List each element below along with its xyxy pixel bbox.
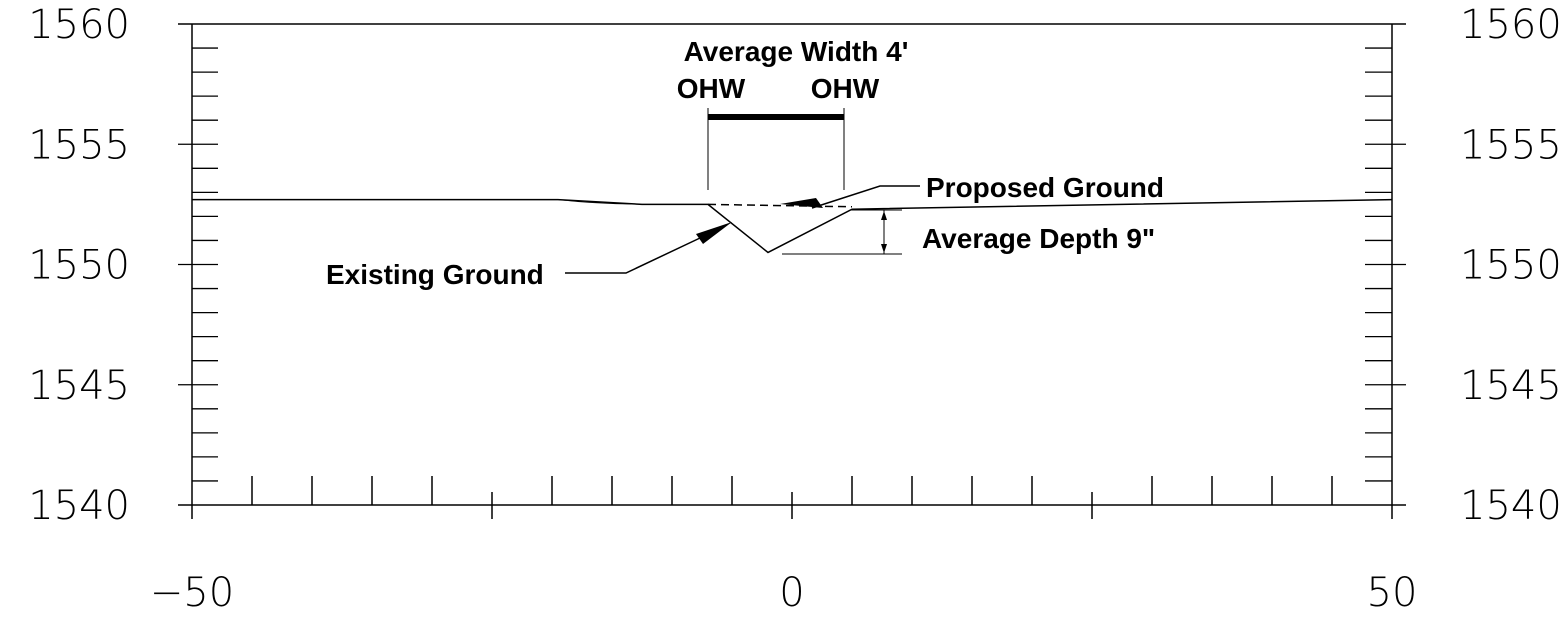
y-tick-label-right: 1545 — [1460, 363, 1562, 409]
depth-arrow-bottom — [881, 244, 887, 253]
existing-leader-arrow — [696, 222, 732, 244]
annotations: Average Width 4' OHW OHW Proposed Ground… — [326, 36, 1164, 290]
tick-labels: 1560 1555 1550 1545 1540 1560 1555 1550 1545 1540… — [28, 2, 1562, 616]
depth-dimension — [782, 209, 902, 255]
x-tick-label: 50 — [1367, 570, 1418, 616]
width-dimension — [707, 108, 845, 190]
existing-ground-leader — [565, 222, 732, 274]
tick-marks — [178, 47, 1406, 519]
x-tick-label: 0 — [779, 570, 804, 616]
proposed-leader-line — [811, 185, 920, 209]
proposed-ground-leader — [780, 185, 920, 209]
existing-ground-label: Existing Ground — [326, 259, 544, 290]
y-tick-label-right: 1560 — [1460, 2, 1562, 48]
proposed-leader-arrow — [780, 198, 823, 208]
y-tick-label-right: 1550 — [1460, 243, 1562, 289]
y-tick-label-left: 1545 — [28, 363, 130, 409]
existing-leader-line — [565, 237, 701, 274]
y-tick-label-left: 1550 — [28, 243, 130, 289]
proposed-ground-label: Proposed Ground — [926, 172, 1164, 203]
y-tick-label-right: 1540 — [1460, 483, 1562, 529]
y-tick-label-left: 1540 — [28, 483, 130, 529]
ohw-right-label: OHW — [811, 73, 880, 104]
y-tick-label-right: 1555 — [1460, 122, 1562, 168]
y-tick-label-left: 1560 — [28, 2, 130, 48]
existing-ground-shading — [558, 200, 672, 205]
y-tick-label-left: 1555 — [28, 122, 130, 168]
depth-arrow-top — [881, 211, 887, 220]
average-width-label: Average Width 4' — [684, 36, 909, 67]
x-tick-label: −50 — [150, 570, 234, 616]
ground-profiles — [192, 198, 1393, 254]
average-depth-label: Average Depth 9" — [922, 223, 1155, 254]
ohw-left-label: OHW — [677, 73, 746, 104]
proposed-ground-line — [707, 203, 853, 208]
existing-ground-line — [192, 198, 1393, 254]
